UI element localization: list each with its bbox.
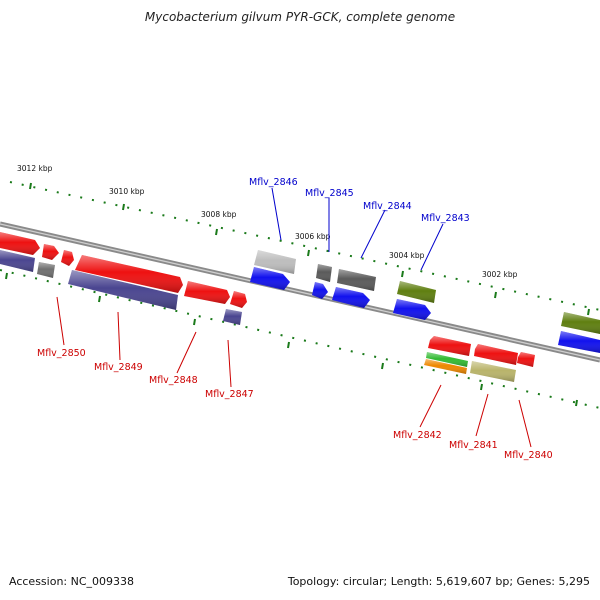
gene-feature[interactable] bbox=[37, 262, 55, 278]
gene-feature[interactable] bbox=[397, 281, 436, 303]
gene-label[interactable]: Mflv_2850 bbox=[37, 348, 86, 359]
gene-label[interactable]: Mflv_2849 bbox=[94, 362, 143, 373]
gene-label[interactable]: Mflv_2846 bbox=[249, 177, 298, 188]
ruler-label: 3004 kbp bbox=[389, 251, 425, 260]
gene-feature[interactable] bbox=[254, 250, 296, 274]
gene-feature[interactable] bbox=[470, 361, 516, 382]
ruler-label: 3008 kbp bbox=[201, 210, 237, 219]
gene-feature[interactable] bbox=[0, 232, 40, 255]
gene-label[interactable]: Mflv_2840 bbox=[504, 450, 553, 461]
gene-feature[interactable] bbox=[393, 299, 431, 320]
ruler-major-tick bbox=[307, 249, 310, 257]
gene-label[interactable]: Mflv_2842 bbox=[393, 430, 442, 441]
gene-feature[interactable] bbox=[223, 309, 242, 325]
gene-label[interactable]: Mflv_2848 bbox=[149, 375, 198, 386]
label-leaders bbox=[56, 187, 532, 448]
gene-feature[interactable] bbox=[428, 336, 471, 356]
ruler-label: 3006 kbp bbox=[295, 232, 331, 241]
gene-feature[interactable] bbox=[558, 331, 600, 353]
gene-feature[interactable] bbox=[426, 352, 468, 367]
gene-feature[interactable] bbox=[0, 250, 35, 272]
ruler-label: 3010 kbp bbox=[109, 187, 145, 196]
ruler-major-tick bbox=[215, 228, 218, 236]
gene-feature[interactable] bbox=[250, 267, 290, 290]
map-title: Mycobacterium gilvum PYR-GCK, complete g… bbox=[144, 10, 456, 24]
ruler-major-tick bbox=[122, 203, 125, 211]
inner-ruler bbox=[0, 269, 600, 409]
gene-feature[interactable] bbox=[61, 250, 74, 266]
ruler-label: 3002 kbp bbox=[482, 270, 518, 279]
gene-feature[interactable] bbox=[332, 287, 370, 308]
ruler-major-tick bbox=[494, 291, 497, 299]
ruler-label: 3012 kbp bbox=[17, 164, 53, 173]
gene-feature[interactable] bbox=[517, 352, 535, 367]
gene-feature[interactable] bbox=[75, 255, 183, 293]
gene-label[interactable]: Mflv_2847 bbox=[205, 389, 254, 400]
topology-text: Topology: circular; Length: 5,619,607 bp… bbox=[287, 575, 590, 588]
gene-label[interactable]: Mflv_2844 bbox=[363, 201, 412, 212]
gene-feature[interactable] bbox=[312, 282, 328, 299]
ruler-major-tick bbox=[29, 182, 32, 190]
outer-ruler bbox=[9, 181, 600, 316]
backbone bbox=[0, 221, 600, 363]
gene-feature[interactable] bbox=[561, 312, 600, 334]
gene-feature[interactable] bbox=[42, 244, 59, 260]
ruler-major-tick bbox=[587, 308, 590, 316]
gene-feature[interactable] bbox=[474, 344, 518, 365]
gene-feature[interactable] bbox=[184, 281, 230, 304]
forward-strand-genes bbox=[0, 232, 600, 353]
gene-feature[interactable] bbox=[68, 270, 178, 310]
gene-feature[interactable] bbox=[337, 269, 376, 291]
gene-feature[interactable] bbox=[316, 264, 332, 282]
ruler-labels: 3012 kbp 3010 kbp 3008 kbp 3006 kbp 3004… bbox=[17, 164, 518, 279]
gene-labels: Mflv_2846 Mflv_2845 Mflv_2844 Mflv_2843 … bbox=[37, 177, 553, 461]
gene-feature[interactable] bbox=[424, 359, 467, 374]
accession-text: Accession: NC_009338 bbox=[9, 575, 135, 588]
ruler-major-tick bbox=[401, 270, 404, 278]
gene-label[interactable]: Mflv_2845 bbox=[305, 188, 354, 199]
gene-feature[interactable] bbox=[230, 291, 247, 308]
gene-label[interactable]: Mflv_2841 bbox=[449, 440, 498, 451]
reverse-strand-genes bbox=[0, 250, 535, 382]
gene-label[interactable]: Mflv_2843 bbox=[421, 213, 470, 224]
